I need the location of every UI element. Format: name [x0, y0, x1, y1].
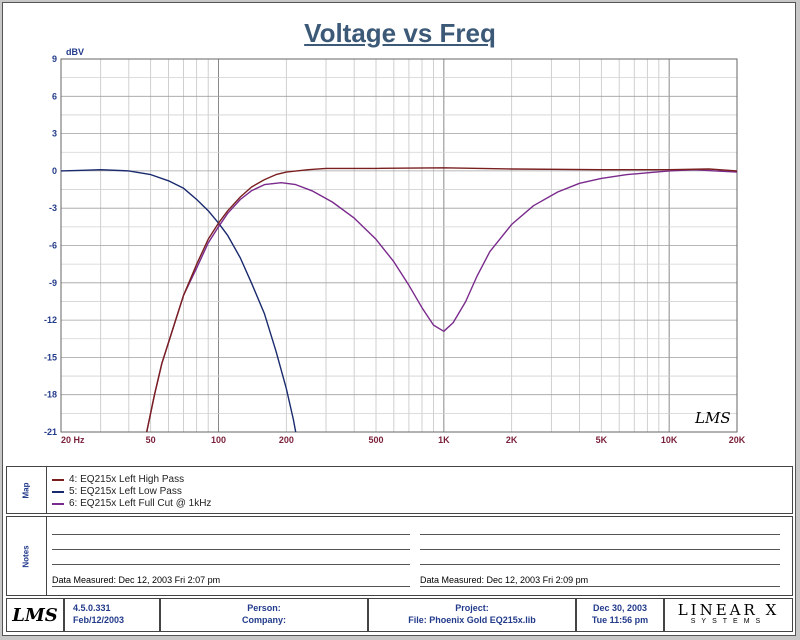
legend-swatch-6	[52, 502, 64, 505]
notes-panel	[6, 516, 793, 596]
x-tick-label: 100	[211, 435, 226, 445]
y-tick-label: 6	[52, 91, 57, 101]
series-line-5	[60, 169, 297, 433]
y-tick-label: 3	[52, 129, 57, 139]
x-tick-label: 50	[146, 435, 156, 445]
note-line	[420, 564, 780, 565]
legend-item-4: 4: EQ215x Left High Pass	[52, 474, 184, 485]
y-tick-label: 9	[52, 54, 57, 64]
footer-brand-cell: LINEAR X SYSTEMS	[664, 598, 793, 632]
footer-logo-cell: LMS	[6, 598, 64, 632]
x-tick-label: 1K	[438, 435, 450, 445]
y-tick-label: 0	[52, 166, 57, 176]
brand-name: LINEAR X	[677, 601, 780, 619]
note-line	[52, 586, 410, 587]
note-line	[52, 564, 410, 565]
notes-label: Notes	[21, 544, 31, 568]
x-tick-label: 500	[368, 435, 383, 445]
plot-border	[60, 58, 738, 433]
legend-swatch-5	[52, 490, 64, 493]
y-tick-label: -9	[49, 278, 57, 288]
x-tick-labels: 20 Hz 50 100 200 500 1K 2K 5K 10K 20K	[61, 435, 746, 445]
note-line	[420, 549, 780, 550]
legend-item-6: 6: EQ215x Left Full Cut @ 1kHz	[52, 498, 211, 509]
x-tick-label: 2K	[506, 435, 518, 445]
x-tick-label: 10K	[661, 435, 678, 445]
x-tick-label: 20K	[729, 435, 746, 445]
legend-swatch-4	[52, 478, 64, 481]
series-line-6	[146, 169, 738, 433]
file-label: File: Phoenix Gold EQ215x.lib	[408, 615, 536, 625]
report-time: Tue 11:56 pm	[591, 615, 649, 625]
y-tick-labels: 9 6 3 0 -3 -6 -9 -12 -15 -18 -21	[44, 54, 57, 437]
chart-svg: 9 6 3 0 -3 -6 -9 -12 -15 -18 -21 20 Hz 50 100 200 500 1…	[44, 47, 746, 445]
y-tick-label: -18	[44, 390, 57, 400]
version-number: 4.5.0.331	[73, 603, 111, 613]
lms-watermark: LMS	[694, 409, 731, 427]
x-tick-label: 200	[279, 435, 294, 445]
series-line-4	[146, 167, 738, 433]
note-line	[420, 534, 780, 535]
map-panel	[6, 466, 793, 514]
footer-person-cell: Person: Company:	[160, 598, 368, 632]
note-line	[52, 534, 410, 535]
y-tick-label: -6	[49, 241, 57, 251]
map-label: Map	[21, 482, 31, 498]
person-label: Person:	[247, 603, 281, 613]
brand-sub: SYSTEMS	[690, 618, 767, 625]
x-tick-label: 5K	[596, 435, 608, 445]
legend-label-6: 6: EQ215x Left Full Cut @ 1kHz	[69, 498, 212, 509]
report-date: Dec 30, 2003	[592, 603, 648, 613]
y-axis-label: dBV	[66, 47, 84, 57]
chart-title: Voltage vs Freq	[304, 18, 496, 48]
y-tick-label: -21	[44, 427, 57, 437]
map-side-label: Map	[6, 466, 47, 514]
footer-project-cell: Project: File: Phoenix Gold EQ215x.lib	[368, 598, 576, 632]
company-label: Company:	[241, 615, 286, 625]
y-tick-label: -12	[44, 315, 57, 325]
legend-item-5: 5: EQ215x Left Low Pass	[52, 486, 182, 497]
footer-version-cell: 4.5.0.331 Feb/12/2003	[64, 598, 160, 632]
notes-side-label: Notes	[6, 516, 47, 596]
project-label: Project:	[455, 603, 489, 613]
legend-label-4: 4: EQ215x Left High Pass	[69, 474, 185, 485]
legend-label-5: 5: EQ215x Left Low Pass	[69, 486, 182, 497]
grid-lines	[60, 58, 738, 433]
y-tick-label: -3	[49, 203, 57, 213]
note-line	[420, 586, 780, 587]
right-data-measured: Data Measured: Dec 12, 2003 Fri 2:09 pm	[420, 575, 589, 585]
series-group	[60, 167, 738, 433]
x-tick-label: 20 Hz	[61, 435, 85, 445]
left-data-measured: Data Measured: Dec 12, 2003 Fri 2:07 pm	[52, 575, 221, 585]
note-line	[52, 549, 410, 550]
lms-logo: LMS	[12, 605, 58, 626]
y-tick-label: -15	[44, 352, 57, 362]
version-date: Feb/12/2003	[73, 615, 125, 625]
footer-date-cell: Dec 30, 2003 Tue 11:56 pm	[576, 598, 664, 632]
